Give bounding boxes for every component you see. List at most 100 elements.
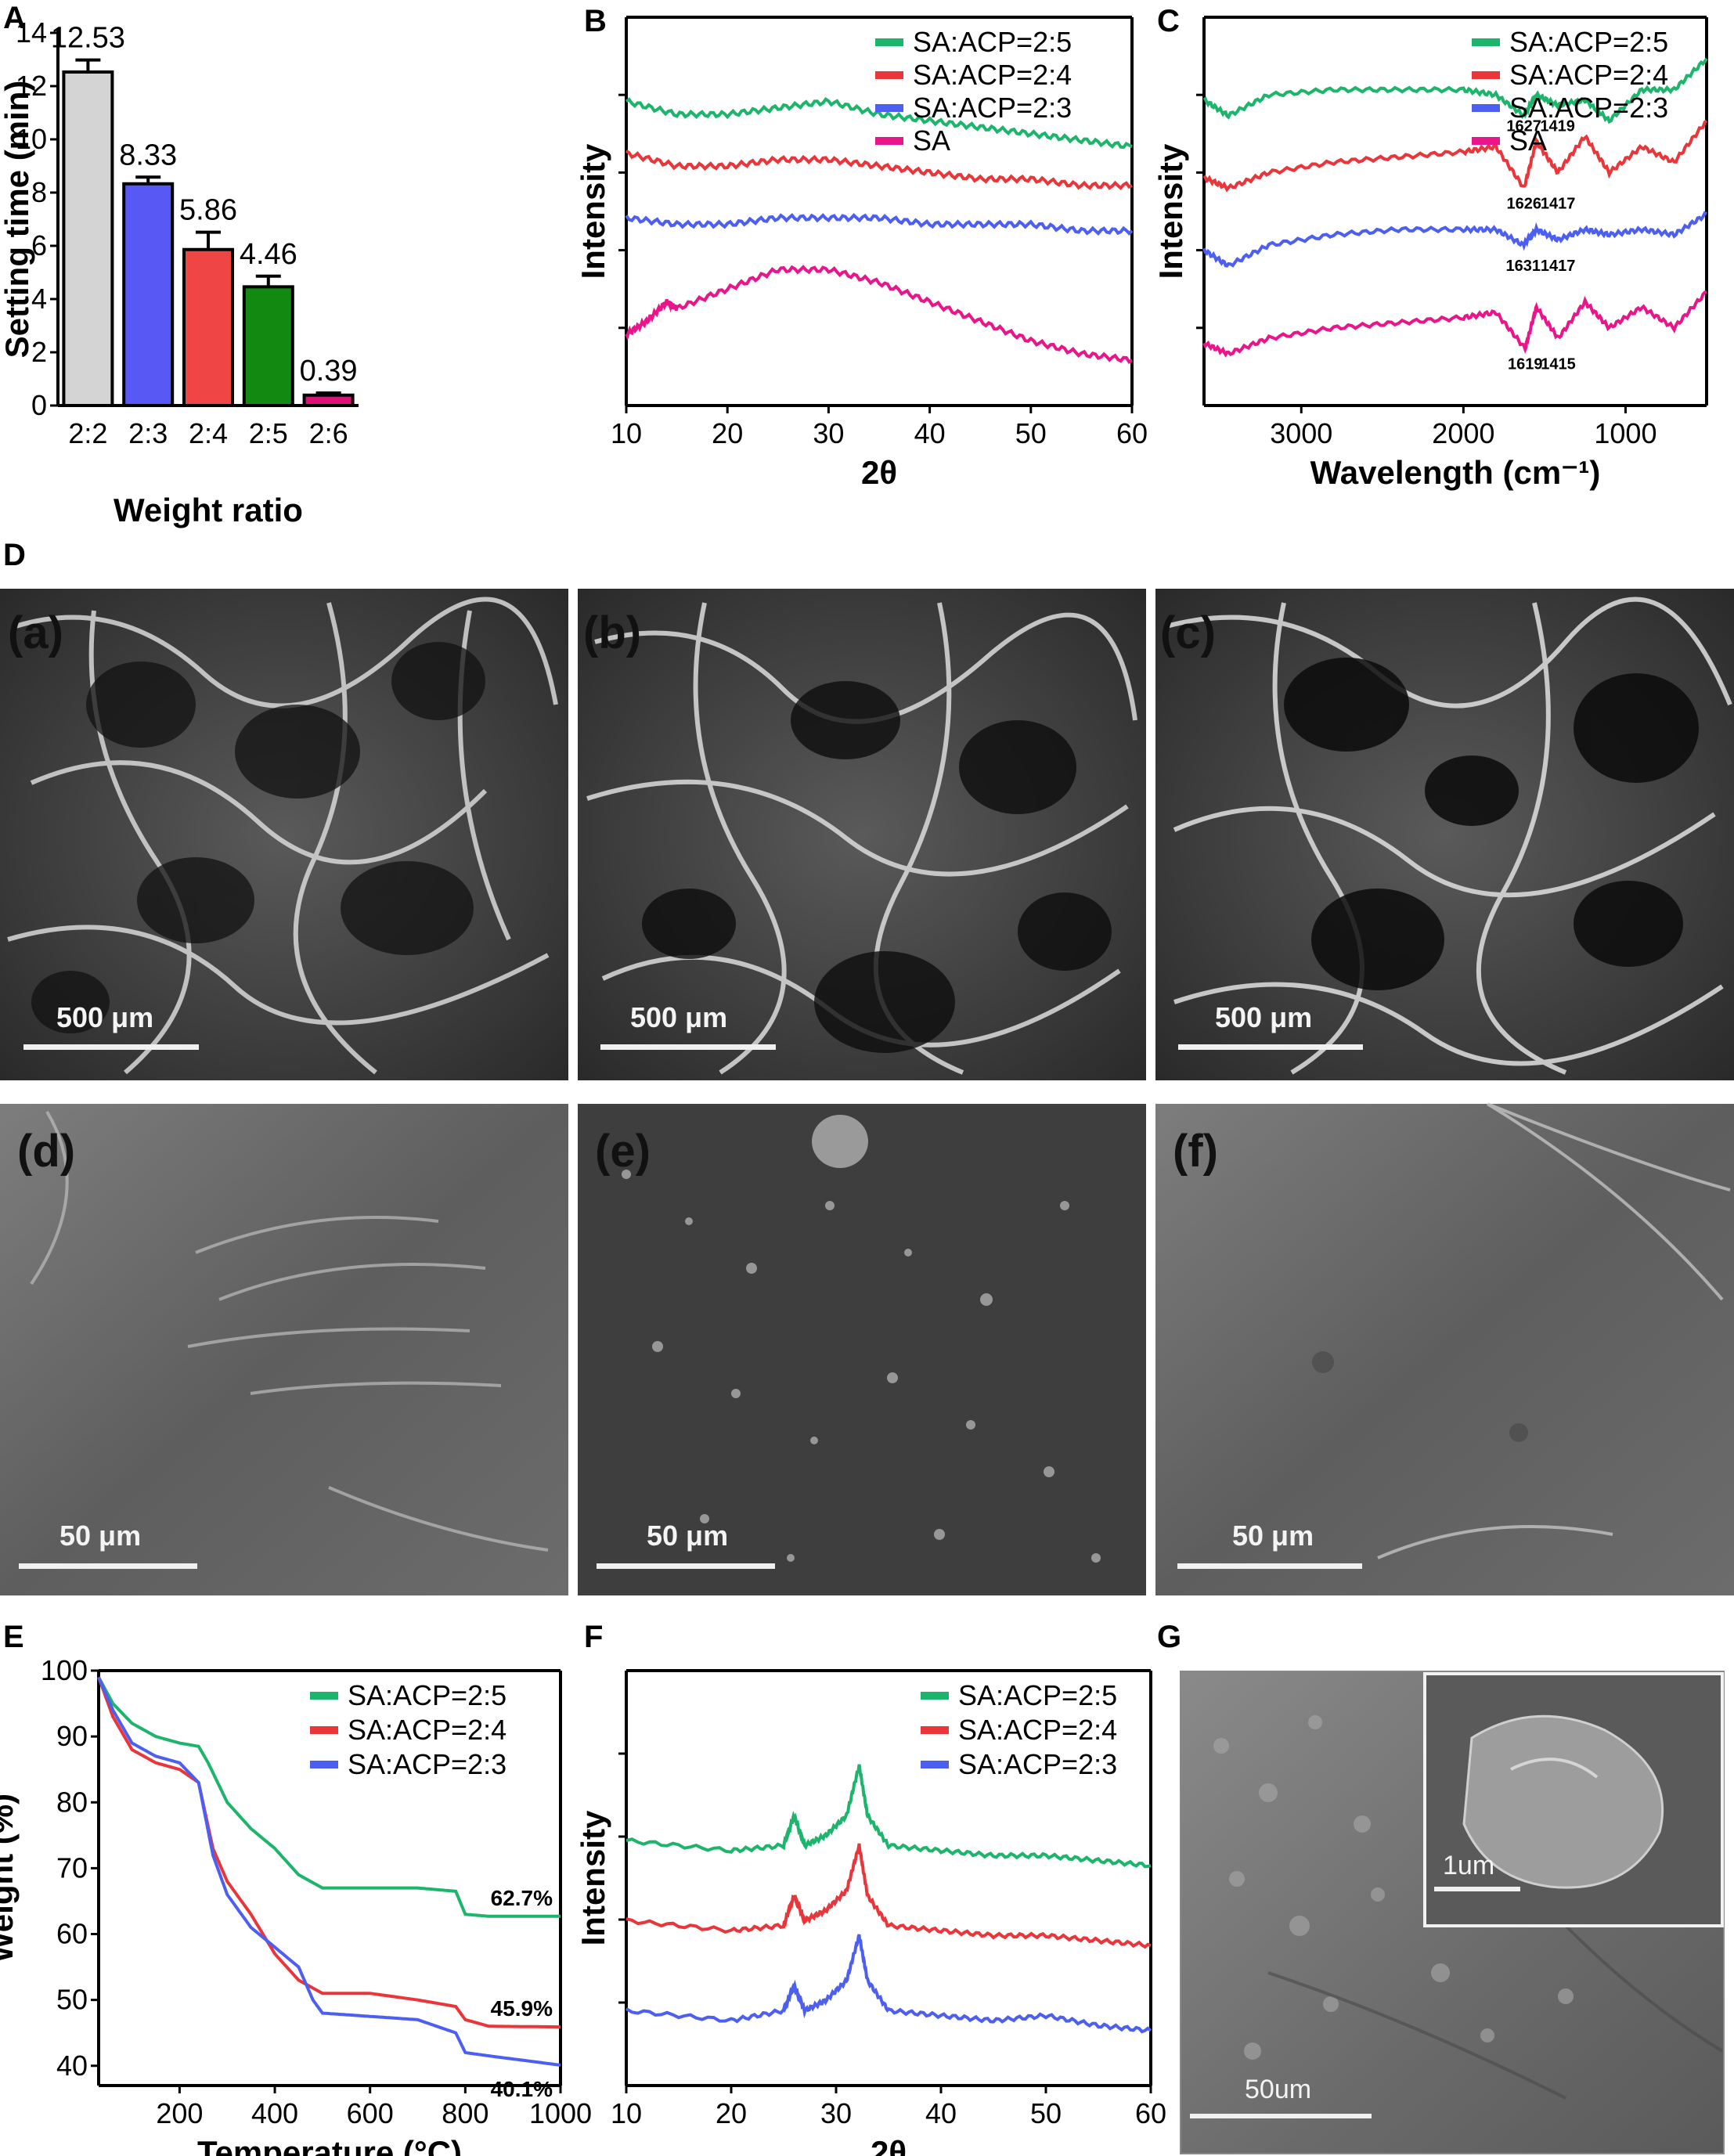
tga-series-line [97,1676,561,2067]
xrd-f-x-tick-label: 60 [1135,2097,1166,2129]
scale-bar-g-main [1190,2114,1372,2118]
scale-label-e: 50 μm [647,1520,728,1552]
xrd-f-x-tick-label: 30 [820,2097,852,2129]
bar-category-label: 2:6 [309,417,348,449]
scale-label-g-main: 50um [1245,2075,1311,2104]
bar-y-tick-label: 2 [31,336,47,368]
tga-x-tick-label: 400 [251,2097,298,2129]
sem-image-d [0,1104,568,1595]
sem-image-a [0,589,568,1080]
bar-category-label: 2:3 [128,417,168,449]
scale-bar-f [1177,1563,1362,1569]
xrd-f-legend-label: SA:ACP=2:3 [958,1748,1117,1780]
tga-y-tick-label: 90 [56,1720,88,1752]
scale-label-g-inset: 1um [1443,1851,1494,1880]
xrd-b-series-line [625,96,1133,150]
sem-labels: (a) (b) (c) (d) (e) (f) 500 μm 500 μm 50… [8,608,1363,1569]
bar-y-tick-label: 8 [31,176,47,208]
sem-image-e [578,1104,1146,1595]
panel-label-a: A [3,1,26,35]
panel-label-d: D [3,538,26,572]
xrd-f-legend-label: SA:ACP=2:5 [958,1679,1117,1711]
scale-bar-c [1178,1044,1363,1050]
sem-label-e: (e) [595,1126,651,1177]
sem-label-a: (a) [8,608,63,658]
bar-y-tick-label: 10 [16,123,47,155]
ftir-legend-label: SA:ACP=2:5 [1509,26,1668,58]
bar-y-tick-label: 12 [16,70,47,102]
xrd-b-x-tick-label: 40 [914,417,946,449]
bar [182,247,234,408]
tga-legend-label: SA:ACP=2:5 [348,1679,507,1711]
ftir-legend-label: SA [1509,124,1547,157]
scale-label-b: 500 μm [630,1001,727,1033]
scale-label-a: 500 μm [56,1001,153,1033]
sem-image-c [1155,589,1734,1080]
bar-value-label: 0.39 [300,355,358,388]
tga-x-tick-label: 600 [347,2097,394,2129]
xrd-b-x-tick-label: 10 [611,417,642,449]
xrd-b-x-tick-label: 20 [712,417,743,449]
xrd-f-x-tick-label: 20 [716,2097,747,2129]
ftir-x-axis-label: Wavelength (cm⁻¹) [1310,454,1601,491]
tga-legend-label: SA:ACP=2:4 [348,1714,507,1746]
sem-label-b: (b) [583,608,641,658]
bar [62,70,114,407]
bar-y-tick-label: 4 [31,283,47,315]
bar-category-label: 2:5 [249,417,288,449]
ftir-x-tick-label: 1000 [1594,417,1656,449]
ftir-series-line [1202,290,1707,358]
xrd-b-legend-label: SA:ACP=2:5 [913,26,1072,58]
sem-image-b [578,589,1146,1080]
ftir-peak-label: 1626 [1507,196,1542,213]
tga-y-axis-label: Weight (%) [0,1794,20,1963]
tga-x-axis-label: Temperature (°C) [197,2134,462,2156]
xrd-f-legend-label: SA:ACP=2:4 [958,1714,1117,1746]
bar-value-label: 8.33 [119,139,177,171]
bar-value-label: 12.53 [51,22,125,55]
scale-bar-a [23,1044,199,1050]
sem-inset-g [1423,1672,1724,1927]
tga-y-tick-label: 100 [41,1654,88,1686]
sem-label-d: (d) [17,1126,75,1177]
xrd-b-y-axis-label: Intensity [575,143,611,279]
tga-end-label-1: 62.7% [491,1886,553,1910]
bar [242,285,294,407]
scale-label-c: 500 μm [1215,1001,1312,1033]
tga-x-tick-label: 200 [156,2097,203,2129]
xrd-b-legend-label: SA:ACP=2:4 [913,59,1072,91]
panel-label-c: C [1157,4,1180,38]
bar-y-tick-label: 14 [16,16,47,49]
scale-bar-d [19,1563,197,1569]
bar [122,182,175,407]
xrd-b-series-line [625,265,1134,365]
ftir-legend-label: SA:ACP=2:3 [1509,92,1668,124]
xrd-b-x-tick-label: 60 [1116,417,1148,449]
xrd-b-x-tick-label: 50 [1015,417,1047,449]
tga-end-label-3: 40.1% [491,2077,553,2101]
xrd-chart-f: 10 20 30 40 50 602θIntensitySA:ACP=2:5SA:ACP=… [575,1669,1166,2156]
tga-series-line [97,1676,561,2029]
xrd-f-series-line [625,1934,1152,2034]
panel-label-e: E [3,1620,24,1654]
panel-label-b: B [584,4,607,38]
sem-label-f: (f) [1173,1126,1218,1177]
tga-y-tick-label: 50 [56,1984,88,2016]
tga-y-tick-label: 80 [56,1786,88,1818]
xrd-f-y-axis-label: Intensity [575,1810,611,1945]
ftir-legend-label: SA:ACP=2:4 [1509,59,1668,91]
ftir-series-line [1202,211,1707,268]
xrd-b-x-axis-label: 2θ [861,454,897,491]
xrd-b-series-line [625,150,1133,191]
scale-label-d: 50 μm [59,1520,141,1552]
xrd-f-x-tick-label: 50 [1030,2097,1062,2129]
sem-label-c: (c) [1160,608,1216,658]
tga-series-line [97,1676,561,1918]
scale-label-f: 50 μm [1232,1520,1314,1552]
xrd-b-legend-label: SA:ACP=2:3 [913,92,1072,124]
panel-label-g: G [1157,1620,1181,1654]
bar-value-label: 4.46 [240,238,297,271]
xrd-f-series-line [625,1764,1152,1869]
bar-y-tick-label: 0 [31,389,47,421]
ftir-peak-label: 1417 [1541,196,1576,213]
